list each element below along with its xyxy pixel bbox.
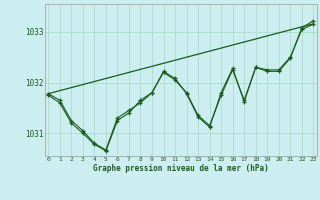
X-axis label: Graphe pression niveau de la mer (hPa): Graphe pression niveau de la mer (hPa) <box>93 164 269 173</box>
